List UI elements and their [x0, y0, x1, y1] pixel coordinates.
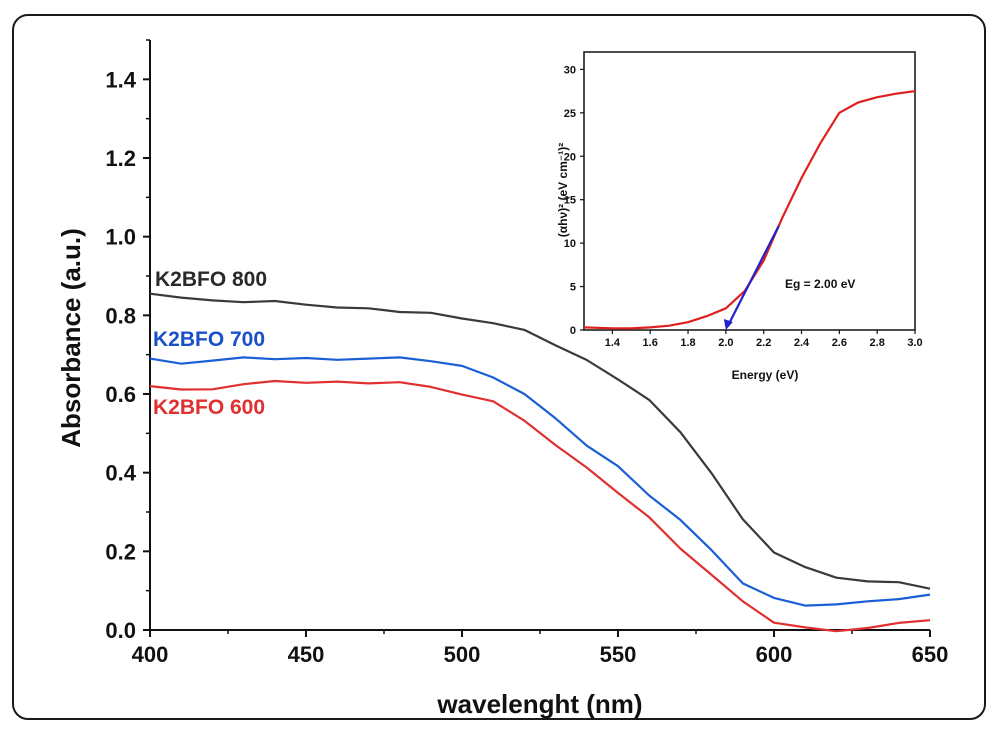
inset-x-tick-label: 1.8 — [680, 337, 695, 349]
inset-x-tick-label: 2.0 — [718, 337, 733, 349]
y-tick-label: 0.0 — [105, 618, 136, 643]
x-axis-title: wavelenght (nm) — [436, 689, 642, 719]
inset-y-tick-label: 20 — [564, 151, 576, 163]
series-line-k2bfo-600 — [149, 379, 931, 633]
inset-y-tick-label: 5 — [570, 282, 576, 294]
series-line-k2bfo-800 — [149, 292, 931, 590]
x-tick-label: 500 — [444, 642, 481, 667]
y-tick-label: 1.4 — [105, 67, 136, 92]
main-ticks: 400 450 500 550 600 650 0.0 0.2 0.4 0.6 0.8 1.0 1.2 1… — [105, 39, 949, 667]
inset-x-tick-label: 1.6 — [643, 337, 658, 349]
inset-series — [583, 90, 916, 330]
x-tick-label: 450 — [288, 642, 325, 667]
inset-bandgap-annotation: Eg = 2.00 eV — [785, 277, 855, 291]
y-tick-label: 0.6 — [105, 382, 136, 407]
inset-x-tick-label: 2.8 — [870, 337, 885, 349]
inset-y-tick-label: 25 — [564, 108, 576, 120]
figure-frame — [12, 14, 986, 720]
inset-fit-line — [727, 225, 780, 325]
inset-x-tick-label: 1.4 — [605, 337, 621, 349]
inset-frame — [583, 51, 916, 331]
y-tick-label: 1.2 — [105, 146, 136, 171]
y-tick-label: 0.8 — [105, 303, 136, 328]
inset-axes — [583, 51, 916, 331]
inset-tauc-curve — [583, 90, 916, 330]
series-label-600: K2BFO 600 — [153, 396, 265, 419]
y-axis-title: Absorbance (a.u.) — [56, 228, 86, 448]
inset-y-tick-label: 30 — [564, 64, 576, 76]
inset-x-tick-label: 3.0 — [907, 337, 922, 349]
main-series — [149, 292, 931, 633]
inset-x-tick-label: 2.4 — [794, 337, 810, 349]
x-tick-label: 400 — [132, 642, 169, 667]
main-axes — [149, 40, 930, 631]
inset-y-tick-label: 15 — [564, 195, 576, 207]
inset-y-axis-title: (αhν)² (eV cm⁻¹)² — [556, 143, 570, 237]
inset-x-tick-label: 2.6 — [832, 337, 847, 349]
series-line-k2bfo-700 — [149, 356, 931, 607]
x-tick-label: 600 — [756, 642, 793, 667]
x-tick-label: 550 — [600, 642, 637, 667]
inset-y-tick-label: 10 — [564, 238, 576, 250]
series-label-800: K2BFO 800 — [155, 268, 267, 291]
x-tick-label: 650 — [912, 642, 949, 667]
y-tick-label: 0.2 — [105, 539, 136, 564]
inset-y-tick-label: 0 — [570, 325, 576, 337]
y-tick-label: 0.4 — [105, 461, 136, 486]
inset-ticks: 1.4 1.6 1.8 2.0 2.2 2.4 2.6 2.8 3.0 0 5 10 15 20 25 30 — [564, 64, 923, 349]
series-label-700: K2BFO 700 — [153, 328, 265, 351]
inset-x-tick-label: 2.2 — [756, 337, 771, 349]
inset-fit-arrowhead — [723, 319, 733, 330]
y-tick-label: 1.0 — [105, 225, 136, 250]
inset-x-axis-title: Energy (eV) — [732, 368, 799, 382]
